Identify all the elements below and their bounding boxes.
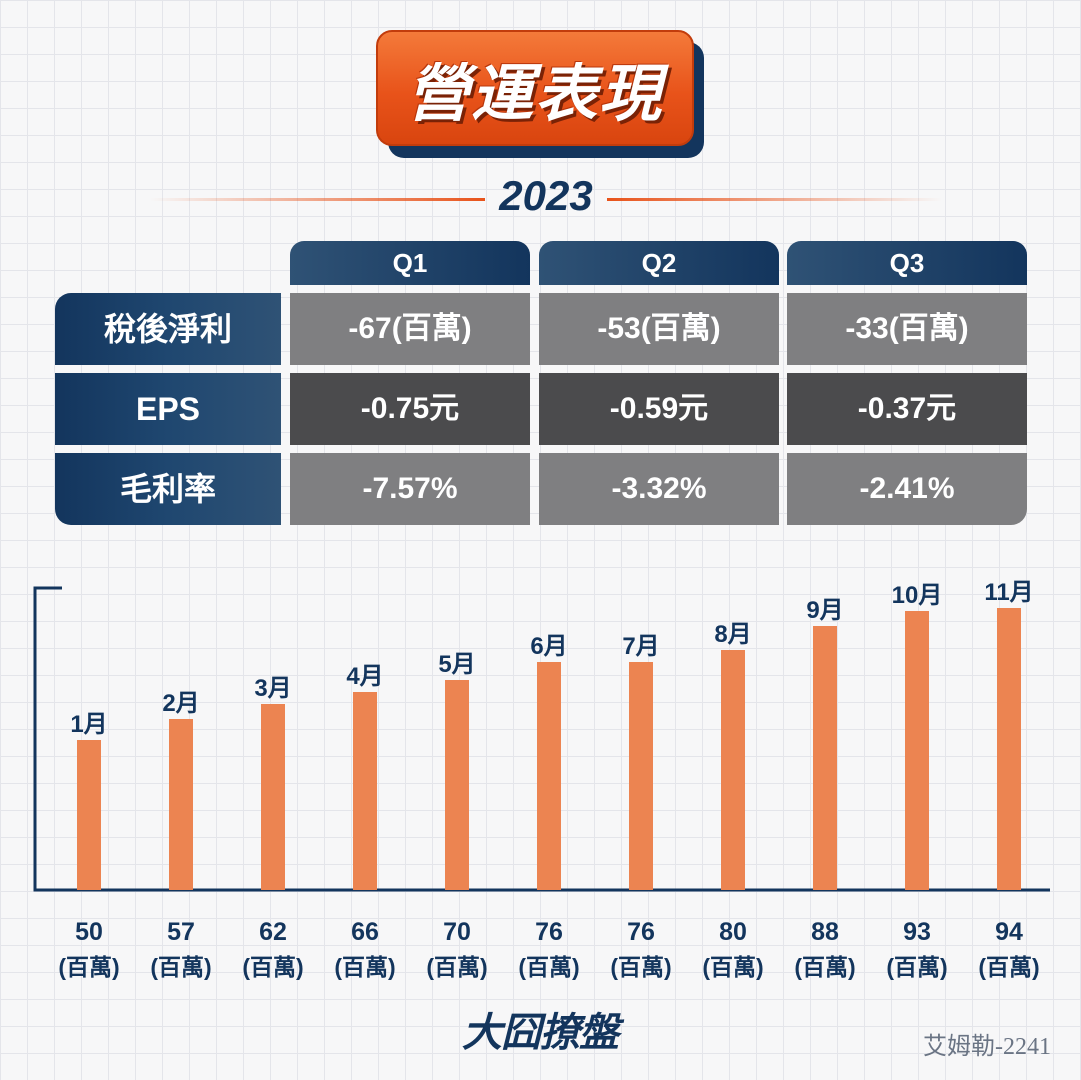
bar-value-label: 76	[627, 918, 655, 946]
bar-month-label: 6月	[530, 633, 567, 660]
year-divider-left	[150, 198, 485, 201]
cell-eps-q3: -0.37元	[787, 373, 1027, 445]
bar-10	[905, 611, 929, 890]
bar-unit-label: (百萬)	[518, 954, 579, 980]
bar-unit-label: (百萬)	[978, 954, 1039, 980]
row-label-net-income: 稅後淨利	[55, 293, 281, 365]
bar-month-label: 8月	[714, 621, 751, 648]
bar-3	[261, 704, 285, 890]
credit-label: 艾姆勒-2241	[923, 1034, 1051, 1060]
cell-gross-margin-q1: -7.57%	[290, 453, 530, 525]
bar-unit-label: (百萬)	[58, 954, 119, 980]
cell-net-income-q2: -53(百萬)	[539, 293, 779, 365]
title-banner: 營運表現	[376, 30, 706, 160]
bar-6	[537, 662, 561, 890]
bar-value-label: 93	[903, 918, 931, 946]
monthly-revenue-chart: 1月 50 (百萬) 2月 57 (百萬) 3月 62 (百萬) 4月 66 (百萬) 5月 70 (百萬)…	[33, 579, 1050, 980]
brand-logo: 大囧撩盤	[462, 1011, 619, 1055]
cell-gross-margin-q2: -3.32%	[539, 453, 779, 525]
quarter-header-q1: Q1	[290, 241, 530, 285]
bar-value-label: 70	[443, 918, 471, 946]
quarter-header-q3: Q3	[787, 241, 1027, 285]
cell-eps-q2: -0.59元	[539, 373, 779, 445]
bar-5	[445, 680, 469, 890]
bar-month-label: 2月	[162, 690, 199, 717]
bar-value-label: 76	[535, 918, 563, 946]
bar-month-label: 10月	[892, 582, 943, 609]
row-label-eps: EPS	[55, 373, 281, 445]
bar-value-label: 94	[995, 918, 1023, 946]
year-label: 2023	[499, 172, 593, 219]
bar-unit-label: (百萬)	[426, 954, 487, 980]
bar-unit-label: (百萬)	[242, 954, 303, 980]
bar-month-label: 7月	[622, 633, 659, 660]
bar-value-label: 66	[351, 918, 379, 946]
cell-eps-q1: -0.75元	[290, 373, 530, 445]
bar-month-label: 1月	[70, 711, 107, 738]
bar-value-label: 62	[259, 918, 287, 946]
bar-unit-label: (百萬)	[150, 954, 211, 980]
page-title: 營運表現	[406, 60, 663, 129]
bar-4	[353, 692, 377, 890]
bar-unit-label: (百萬)	[610, 954, 671, 980]
bar-2	[169, 719, 193, 890]
bar-month-label: 4月	[346, 663, 383, 690]
bar-9	[813, 626, 837, 890]
bar-value-label: 57	[167, 918, 195, 946]
cell-net-income-q3: -33(百萬)	[787, 293, 1027, 365]
year-divider-right	[607, 198, 942, 201]
bar-month-label: 5月	[438, 651, 475, 678]
bar-month-label: 3月	[254, 675, 291, 702]
bar-value-label: 50	[75, 918, 103, 946]
cell-gross-margin-q3: -2.41%	[787, 453, 1027, 525]
bar-unit-label: (百萬)	[334, 954, 395, 980]
title-banner-box: 營運表現	[376, 30, 694, 146]
bar-unit-label: (百萬)	[702, 954, 763, 980]
bar-unit-label: (百萬)	[886, 954, 947, 980]
bar-value-label: 88	[811, 918, 839, 946]
row-label-gross-margin: 毛利率	[55, 453, 281, 525]
bar-11	[997, 608, 1021, 890]
cell-net-income-q1: -67(百萬)	[290, 293, 530, 365]
bar-7	[629, 662, 653, 890]
bar-value-label: 80	[719, 918, 747, 946]
bar-8	[721, 650, 745, 890]
bar-unit-label: (百萬)	[794, 954, 855, 980]
bar-1	[77, 740, 101, 890]
bar-month-label: 9月	[806, 597, 843, 624]
bar-month-label: 11月	[984, 579, 1033, 606]
quarter-header-q2: Q2	[539, 241, 779, 285]
